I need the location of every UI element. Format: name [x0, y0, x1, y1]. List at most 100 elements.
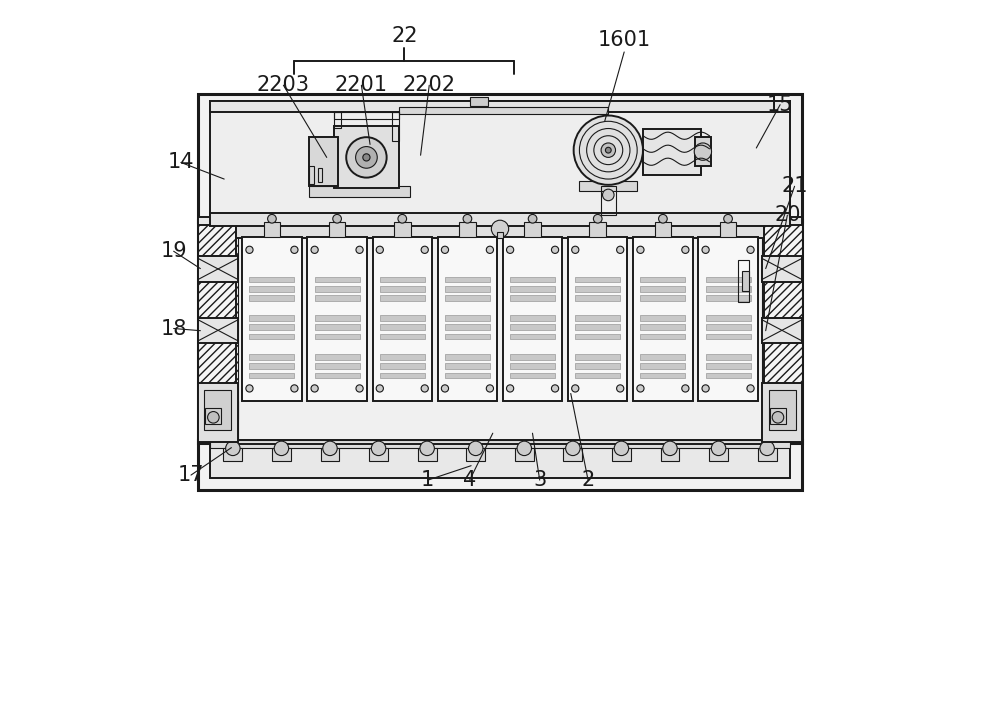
- Bar: [640, 324, 685, 330]
- Bar: [198, 256, 238, 282]
- Bar: [369, 448, 388, 461]
- Text: 18: 18: [160, 318, 187, 339]
- Circle shape: [291, 385, 298, 392]
- Bar: [380, 295, 425, 301]
- Circle shape: [398, 214, 407, 223]
- Bar: [315, 334, 360, 339]
- Circle shape: [551, 385, 559, 392]
- Bar: [589, 222, 606, 237]
- Bar: [762, 220, 802, 419]
- Bar: [738, 260, 749, 302]
- Bar: [612, 448, 631, 461]
- Bar: [762, 401, 802, 440]
- Bar: [210, 101, 790, 112]
- Circle shape: [551, 246, 559, 253]
- Circle shape: [659, 214, 667, 223]
- Bar: [249, 373, 294, 378]
- Bar: [640, 363, 685, 369]
- Circle shape: [605, 147, 611, 153]
- Circle shape: [246, 246, 253, 253]
- Bar: [198, 94, 802, 222]
- Bar: [249, 277, 294, 282]
- Circle shape: [747, 385, 754, 392]
- Bar: [249, 286, 294, 292]
- Bar: [524, 222, 541, 237]
- Bar: [568, 237, 627, 401]
- Bar: [315, 373, 360, 378]
- Text: 15: 15: [767, 95, 793, 115]
- Bar: [329, 222, 345, 237]
- Text: 20: 20: [774, 205, 801, 225]
- Bar: [706, 334, 751, 339]
- Bar: [309, 166, 314, 184]
- Bar: [392, 112, 399, 141]
- Circle shape: [572, 246, 579, 253]
- Text: 17: 17: [178, 465, 204, 485]
- Circle shape: [468, 441, 483, 456]
- Circle shape: [614, 441, 629, 456]
- Bar: [264, 222, 280, 237]
- Bar: [198, 383, 238, 442]
- Bar: [762, 256, 802, 282]
- Bar: [445, 295, 490, 301]
- Bar: [210, 440, 790, 448]
- Bar: [438, 237, 497, 401]
- Bar: [470, 97, 488, 106]
- Circle shape: [291, 246, 298, 253]
- Circle shape: [617, 385, 624, 392]
- Bar: [510, 324, 555, 330]
- Bar: [198, 440, 802, 490]
- Circle shape: [760, 441, 774, 456]
- Text: 22: 22: [391, 26, 418, 46]
- Bar: [198, 220, 238, 419]
- Circle shape: [506, 246, 514, 253]
- Circle shape: [711, 441, 726, 456]
- Circle shape: [617, 246, 624, 253]
- Bar: [742, 271, 749, 291]
- Bar: [640, 315, 685, 321]
- Bar: [380, 363, 425, 369]
- Circle shape: [572, 385, 579, 392]
- Bar: [510, 286, 555, 292]
- Bar: [315, 363, 360, 369]
- Circle shape: [274, 441, 289, 456]
- Bar: [445, 363, 490, 369]
- Bar: [380, 354, 425, 360]
- Bar: [640, 277, 685, 282]
- Bar: [399, 107, 608, 114]
- Bar: [242, 237, 302, 401]
- Bar: [418, 448, 437, 461]
- Bar: [640, 295, 685, 301]
- Bar: [601, 186, 616, 215]
- Bar: [510, 334, 555, 339]
- Text: 1: 1: [421, 470, 434, 490]
- Bar: [510, 315, 555, 321]
- Bar: [643, 129, 701, 175]
- Bar: [640, 286, 685, 292]
- Bar: [510, 295, 555, 301]
- Bar: [758, 448, 777, 461]
- Bar: [309, 186, 410, 197]
- Circle shape: [311, 385, 318, 392]
- Bar: [445, 354, 490, 360]
- Bar: [321, 448, 339, 461]
- Circle shape: [491, 220, 509, 238]
- Bar: [515, 448, 534, 461]
- Text: 3: 3: [533, 470, 546, 490]
- Bar: [640, 373, 685, 378]
- Circle shape: [371, 441, 386, 456]
- Bar: [315, 354, 360, 360]
- Circle shape: [593, 214, 602, 223]
- Bar: [575, 324, 620, 330]
- Bar: [223, 448, 242, 461]
- Circle shape: [702, 385, 709, 392]
- Bar: [466, 448, 485, 461]
- Text: 19: 19: [160, 241, 187, 261]
- Bar: [510, 354, 555, 360]
- Bar: [698, 237, 758, 401]
- Bar: [633, 237, 693, 401]
- Bar: [309, 137, 338, 186]
- Text: 2: 2: [581, 470, 595, 490]
- Bar: [445, 286, 490, 292]
- Bar: [503, 237, 562, 401]
